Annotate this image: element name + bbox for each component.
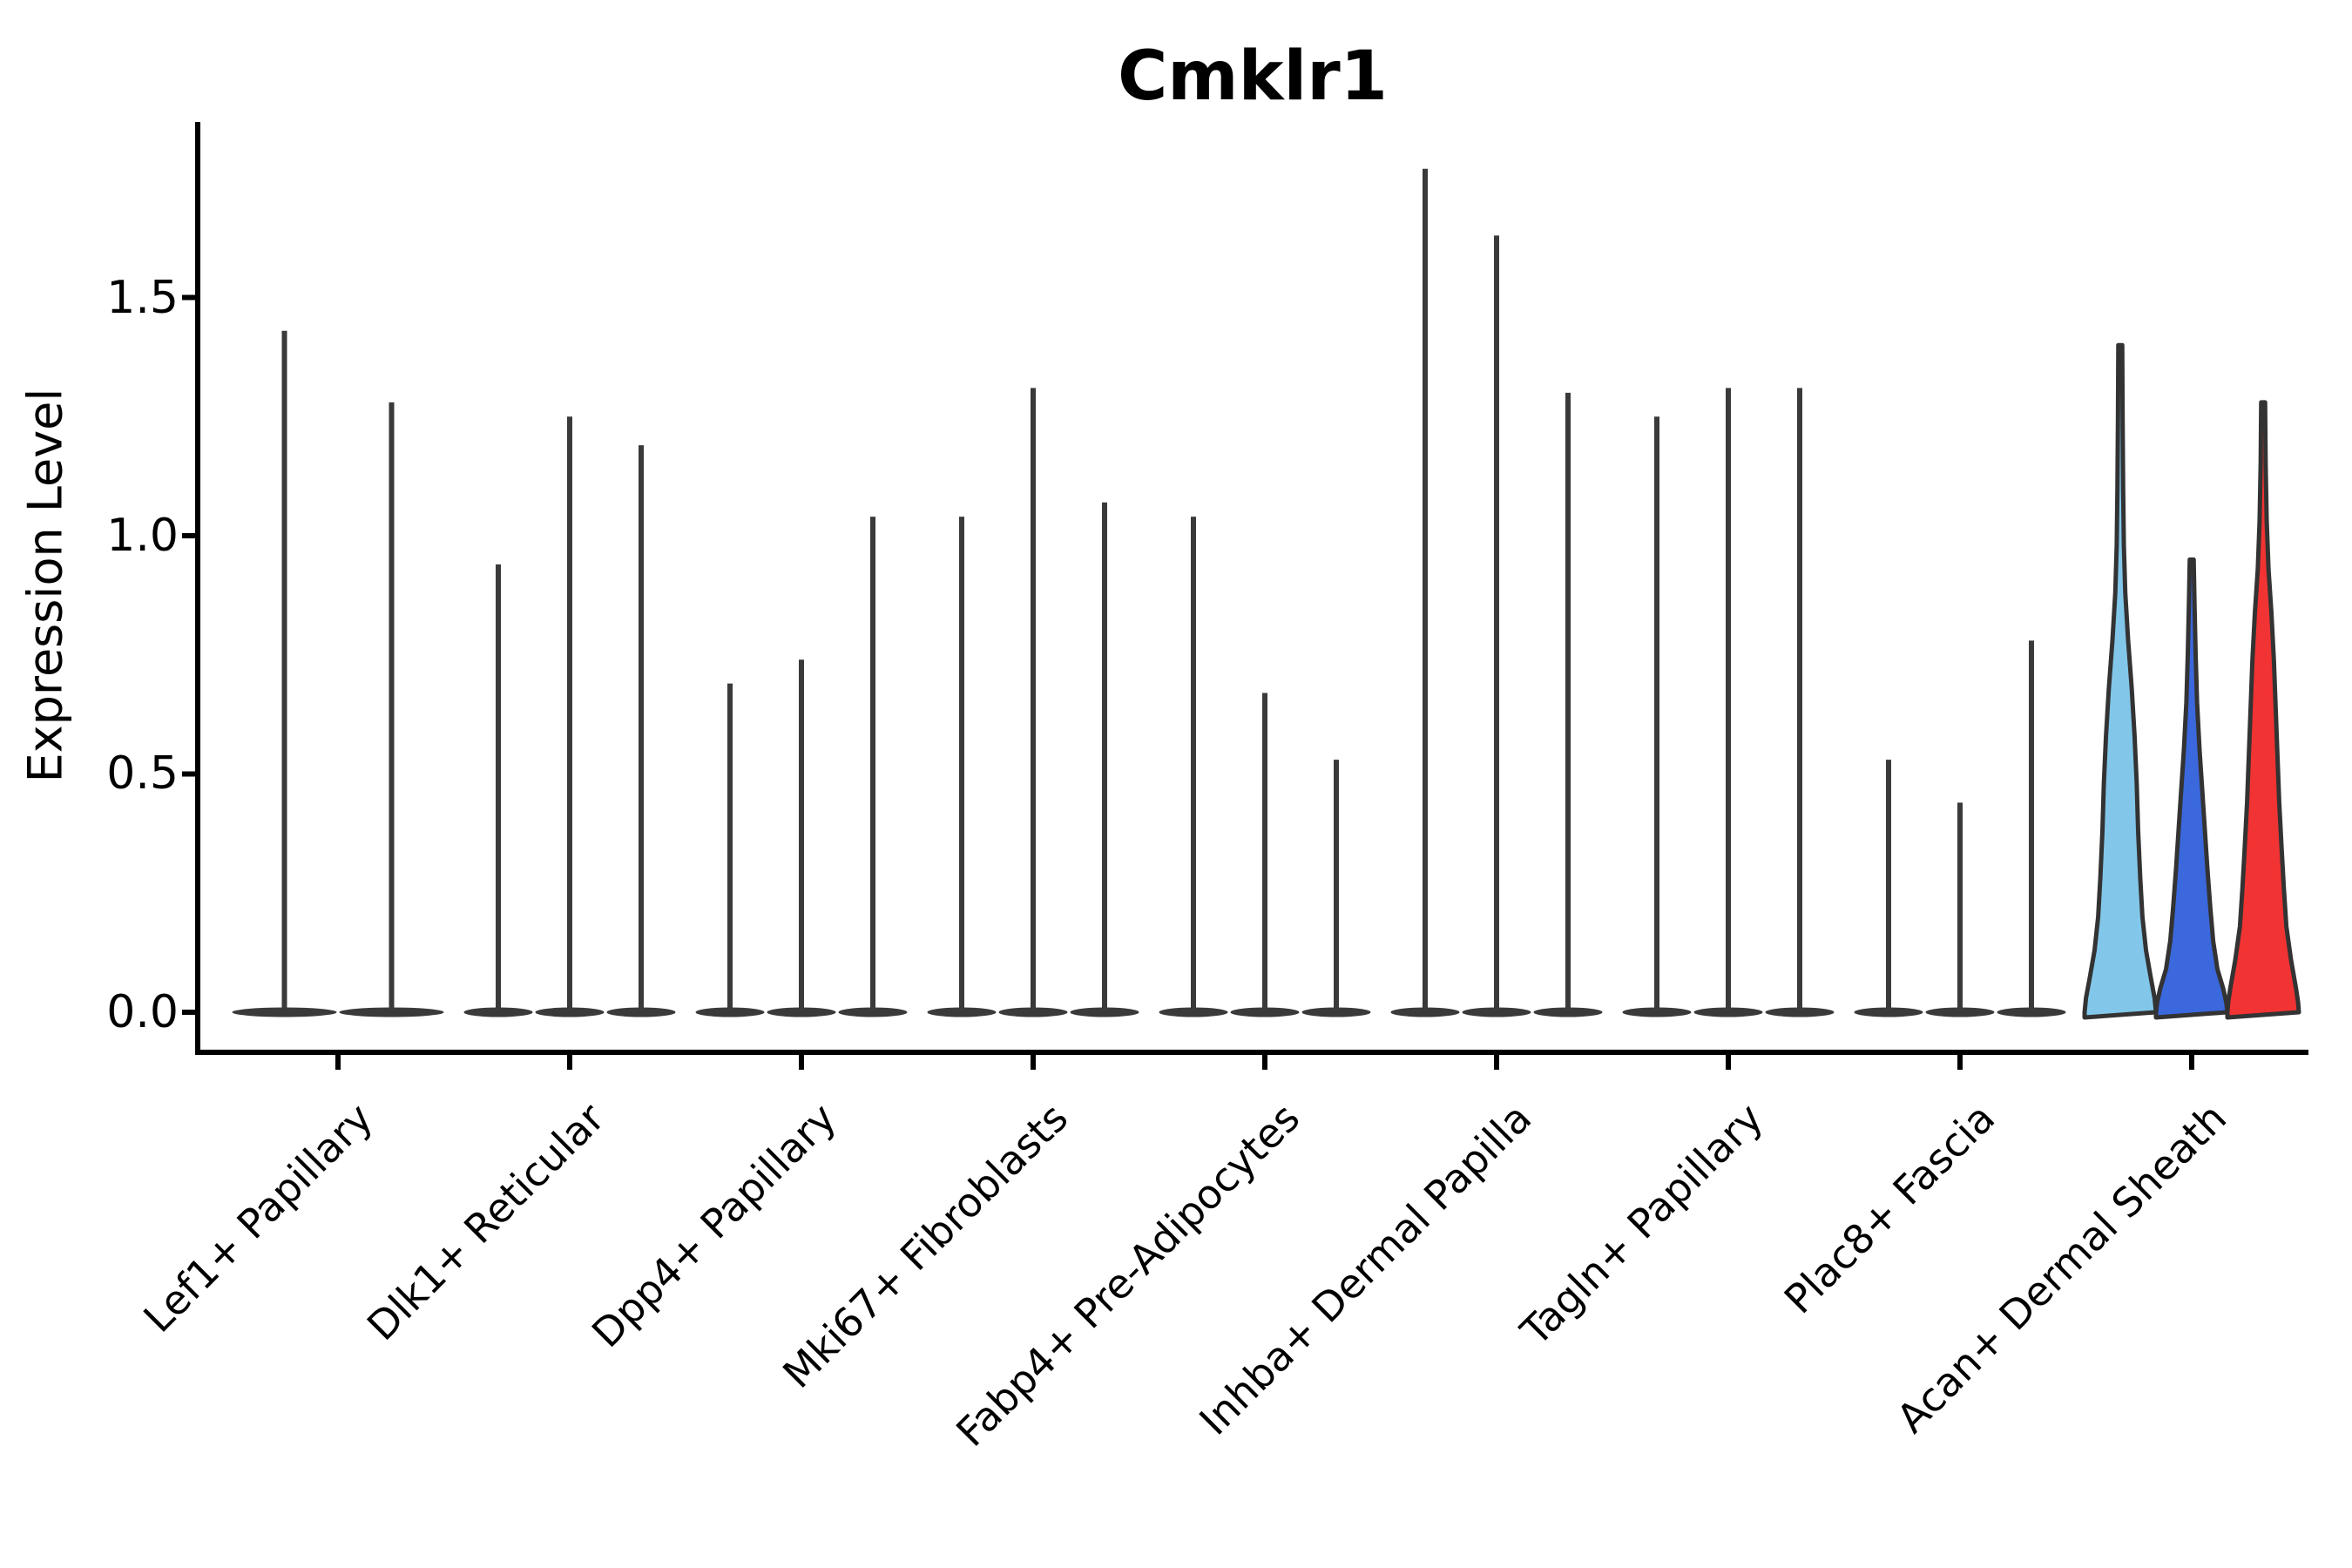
violin-base [1622,1007,1692,1017]
violin-base [1230,1007,1300,1017]
y-tick-label-0-5: 0.5 [106,747,179,800]
violin-base [1854,1007,1923,1017]
violin-base [1070,1007,1139,1017]
y-axis-label: Expression Level [17,388,73,783]
violin-base [927,1007,997,1017]
violin-base [1390,1007,1460,1017]
violin-base [1462,1007,1531,1017]
violin-body [2153,557,2230,1020]
violin-base [339,1007,444,1017]
violin-base [1693,1007,1763,1017]
violin-base [1925,1007,1995,1017]
violin-base [767,1007,836,1017]
y-tick-label-0-0: 0.0 [106,986,179,1038]
violin-base [1159,1007,1228,1017]
violin-base [1997,1007,2066,1017]
violin-body [2082,342,2159,1020]
violin-base [1765,1007,1835,1017]
chart-title: Cmklr1 [1118,37,1388,116]
violin-base [1533,1007,1603,1017]
y-tick-label-1-5: 1.5 [106,272,179,324]
violin-base [695,1007,765,1017]
violin-body [2225,400,2301,1020]
violin-base [232,1007,337,1017]
violin-base [606,1007,676,1017]
violin-base [998,1007,1068,1017]
violin-base [838,1007,908,1017]
violin-base [463,1007,533,1017]
y-tick-label-1-0: 1.0 [106,510,179,562]
violin-base [1301,1007,1371,1017]
violin-base [535,1007,605,1017]
